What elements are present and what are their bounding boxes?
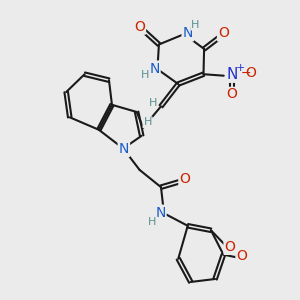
- Text: +: +: [236, 63, 246, 73]
- Text: N: N: [183, 26, 193, 40]
- Text: H: H: [148, 98, 157, 108]
- Text: H: H: [191, 20, 200, 30]
- Text: N: N: [226, 67, 238, 82]
- Text: H: H: [143, 117, 152, 128]
- Text: O: O: [218, 26, 229, 40]
- Text: N: N: [119, 142, 129, 156]
- Text: H: H: [148, 217, 156, 226]
- Text: O: O: [134, 20, 145, 34]
- Text: O: O: [236, 249, 247, 263]
- Text: O: O: [179, 172, 190, 186]
- Text: O: O: [226, 87, 238, 101]
- Text: O: O: [245, 66, 256, 80]
- Text: −: −: [241, 67, 251, 80]
- Text: N: N: [155, 206, 166, 220]
- Text: H: H: [141, 70, 149, 80]
- Text: N: N: [149, 61, 160, 76]
- Text: O: O: [224, 240, 236, 254]
